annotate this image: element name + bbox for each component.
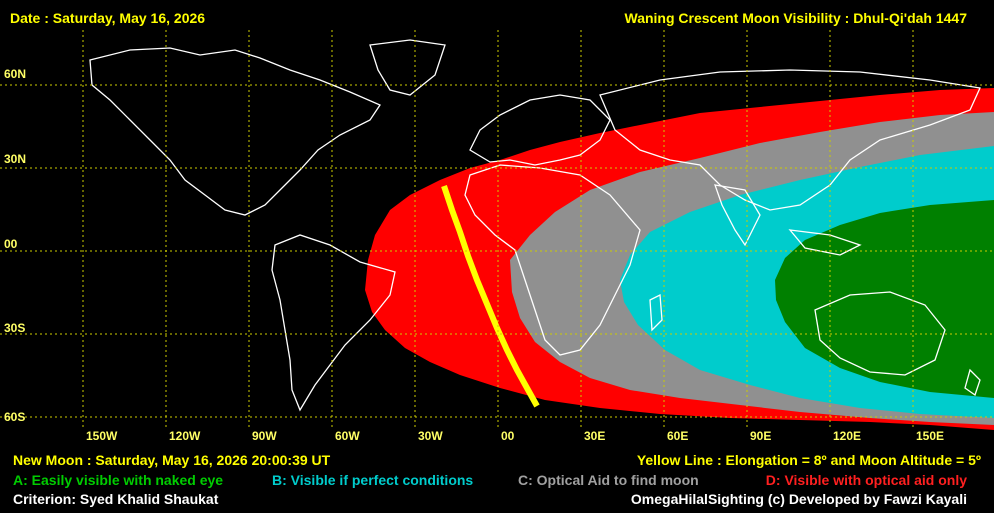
lon-label-90e: 90E (750, 429, 772, 443)
lon-label-60w: 60W (335, 429, 360, 443)
criterion: Criterion: Syed Khalid Shaukat (13, 491, 219, 507)
map-title: Waning Crescent Moon Visibility : Dhul-Q… (624, 10, 968, 26)
lat-lon-grid (0, 30, 994, 428)
lon-label-120e: 120E (833, 429, 862, 443)
lon-label-90w: 90W (252, 429, 277, 443)
legend-zone-c: C: Optical Aid to find moon (518, 472, 699, 488)
lon-label-30w: 30W (418, 429, 443, 443)
lon-label-120w: 120W (169, 429, 201, 443)
lat-label-60n: 60N (4, 67, 27, 81)
yellow-elongation-line (441, 185, 540, 408)
lat-label-60s: 60S (4, 410, 26, 424)
legend-zone-b: B: Visible if perfect conditions (272, 472, 474, 488)
lon-label-150w: 150W (86, 429, 118, 443)
map-date: Date : Saturday, May 16, 2026 (10, 10, 206, 26)
lon-label-60e: 60E (667, 429, 689, 443)
legend-zone-a: A: Easily visible with naked eye (13, 472, 224, 488)
lon-label-00: 00 (501, 429, 515, 443)
lat-label-00: 00 (4, 237, 18, 251)
lon-label-30e: 30E (584, 429, 606, 443)
legend-zone-d: D: Visible with optical aid only (765, 472, 967, 488)
lat-label-30s: 30S (4, 321, 26, 335)
continent-outlines (89, 39, 981, 412)
new-moon-time: New Moon : Saturday, May 16, 2026 20:00:… (13, 452, 331, 468)
credit: OmegaHilalSighting (c) Developed by Fawz… (630, 491, 967, 507)
lat-label-30n: 30N (4, 152, 27, 166)
yellow-line-note: Yellow Line : Elongation = 8º and Moon A… (636, 452, 981, 468)
lon-label-150e: 150E (916, 429, 945, 443)
